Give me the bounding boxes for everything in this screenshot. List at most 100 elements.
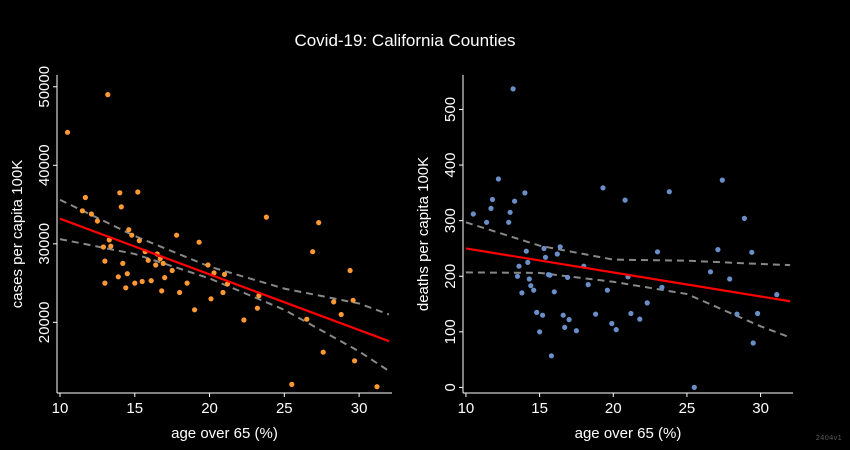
cases-data-point — [102, 258, 108, 264]
deaths-data-point — [523, 248, 529, 254]
deaths-regression-line — [465, 247, 791, 303]
cases-data-point — [192, 307, 198, 313]
cases-data-point — [132, 280, 138, 286]
cases-chart-panel: 10 15 20 25 30 20000 30000 40000 50000 age over 6… — [9, 66, 392, 442]
cases-data-point — [79, 208, 85, 214]
deaths-y-tick-label: 0 — [442, 383, 459, 391]
deaths-data-point — [507, 209, 513, 215]
deaths-data-point — [510, 86, 516, 92]
deaths-y-tick-label: 100 — [442, 319, 459, 344]
deaths-x-tick-label: 25 — [679, 400, 696, 417]
deaths-data-point — [519, 290, 525, 296]
deaths-x-tick-label: 30 — [752, 400, 769, 417]
cases-data-point — [310, 249, 316, 255]
deaths-data-point — [548, 353, 555, 359]
deaths-data-point — [489, 196, 496, 203]
deaths-data-point — [554, 251, 560, 257]
deaths-y-tick-label: 400 — [442, 153, 459, 178]
deaths-ci-lower-line — [465, 271, 791, 339]
deaths-data-point — [715, 247, 721, 253]
cases-data-point — [108, 243, 114, 249]
deaths-data-point — [541, 245, 547, 252]
cases-data-point — [347, 267, 353, 274]
deaths-data-point — [613, 327, 619, 333]
deaths-data-point — [691, 384, 697, 390]
deaths-data-point — [659, 284, 665, 290]
deaths-y-axis-title: deaths per capita 100K — [415, 157, 432, 311]
cases-data-point — [118, 204, 124, 210]
cases-data-point — [338, 311, 344, 318]
cases-regression-line — [59, 217, 390, 343]
cases-data-point — [304, 316, 310, 322]
cases-data-point — [174, 232, 180, 238]
cases-data-point — [94, 218, 100, 224]
deaths-y-tick-label: 500 — [442, 97, 459, 122]
deaths-ci-upper-line — [465, 221, 791, 267]
cases-data-point — [115, 274, 121, 280]
cases-data-point — [316, 220, 322, 226]
cases-data-point — [153, 262, 159, 268]
cases-data-point — [254, 305, 260, 311]
cases-data-point — [320, 349, 326, 355]
cases-data-point — [289, 381, 295, 387]
deaths-data-point — [593, 311, 599, 317]
cases-data-point — [129, 232, 135, 238]
deaths-data-point — [514, 273, 521, 279]
cases-x-tick-label: 15 — [126, 400, 143, 417]
version-watermark: 2404v1 — [816, 434, 842, 442]
deaths-x-tick-label: 10 — [458, 400, 475, 417]
cases-data-point — [100, 244, 106, 250]
cases-ci-lower-line — [59, 238, 390, 372]
cases-x-tick-label: 25 — [276, 400, 293, 417]
deaths-data-point — [727, 276, 733, 282]
deaths-data-point — [573, 328, 580, 334]
deaths-x-tick-label: 15 — [531, 400, 548, 417]
deaths-data-point — [540, 312, 546, 318]
deaths-data-point — [707, 269, 714, 275]
deaths-data-point — [741, 215, 748, 221]
cases-data-point — [211, 270, 217, 276]
cases-data-point — [160, 260, 166, 266]
deaths-data-point — [526, 276, 532, 282]
cases-data-point — [352, 358, 358, 364]
deaths-data-point — [585, 282, 591, 288]
deaths-y-tick-label: 200 — [442, 264, 459, 289]
cases-data-point — [120, 260, 126, 266]
deaths-x-tick-label: 20 — [605, 400, 622, 417]
deaths-y-tick-label: 300 — [442, 208, 459, 233]
deaths-data-point — [562, 324, 568, 330]
deaths-data-point — [600, 185, 606, 191]
deaths-data-point — [488, 205, 494, 211]
deaths-data-point — [542, 254, 549, 260]
cases-data-point — [139, 278, 145, 285]
cases-data-point — [263, 214, 269, 220]
cases-data-point — [135, 189, 141, 195]
cases-x-tick-label: 10 — [52, 400, 69, 417]
cases-data-point — [136, 238, 142, 244]
cases-data-point — [177, 289, 183, 296]
cases-x-tick-label: 20 — [201, 400, 218, 417]
deaths-data-point — [637, 316, 643, 322]
cases-data-point — [208, 296, 214, 302]
cases-data-point — [159, 288, 165, 294]
cases-data-point — [169, 267, 175, 274]
deaths-data-point — [470, 211, 476, 217]
deaths-data-point — [528, 283, 534, 289]
cases-x-axis-title: age over 65 (%) — [171, 425, 278, 442]
deaths-data-point — [557, 244, 563, 250]
deaths-data-point — [551, 289, 557, 295]
cases-y-tick-label: 30000 — [36, 223, 53, 265]
deaths-data-point — [654, 249, 661, 255]
cases-data-point — [331, 299, 337, 305]
cases-y-tick-label: 50000 — [36, 66, 53, 108]
deaths-data-point — [774, 292, 780, 298]
deaths-data-point — [622, 197, 628, 203]
cases-data-point — [374, 384, 380, 390]
cases-data-point — [64, 129, 71, 135]
deaths-data-point — [547, 272, 553, 278]
cases-y-axis-title: cases per capita 100K — [9, 160, 26, 308]
deaths-data-point — [604, 287, 611, 293]
deaths-data-point — [534, 309, 540, 315]
cases-x-tick-label: 30 — [351, 400, 368, 417]
